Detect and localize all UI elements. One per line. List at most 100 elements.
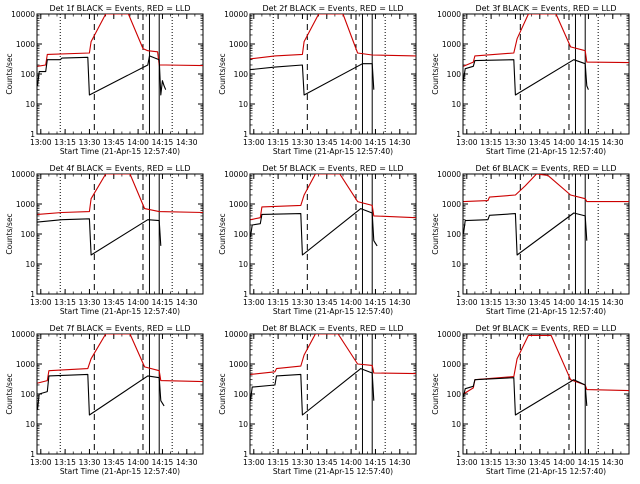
x-tick-label: 14:30	[176, 138, 198, 147]
x-tick-label: 14:30	[176, 458, 198, 467]
x-tick-label: 14:00	[553, 298, 575, 307]
y-tick-label: 1	[30, 450, 35, 459]
detector-panel-9: 1 10 100 1000 10000 13:00 13:15 13:30 13:45 14:00…	[431, 324, 630, 476]
x-tick-label: 13:00	[30, 138, 52, 147]
x-tick-label: 13:45	[529, 138, 551, 147]
x-tick-label: 14:00	[553, 458, 575, 467]
x-tick-label: 13:00	[456, 298, 478, 307]
detector-panel-8: 1 10 100 1000 10000 13:00 13:15 13:30 13:45 14:00…	[218, 324, 417, 476]
y-tick-label: 100	[447, 70, 462, 79]
x-tick-label: 14:15	[365, 458, 387, 467]
x-tick-label: 14:00	[340, 458, 362, 467]
y-tick-label: 10000	[437, 330, 461, 339]
events-series-line	[37, 55, 167, 96]
x-tick-label: 13:30	[505, 138, 527, 147]
y-tick-label: 1000	[229, 40, 248, 49]
x-tick-label: 13:45	[103, 458, 125, 467]
y-axis-title: Counts/sec	[431, 213, 440, 254]
x-tick-label: 14:15	[365, 138, 387, 147]
y-tick-label: 1	[243, 450, 248, 459]
x-tick-label: 13:00	[243, 138, 265, 147]
x-tick-label: 14:15	[152, 298, 174, 307]
y-tick-label: 1	[30, 130, 35, 139]
events-series-line	[463, 59, 589, 96]
x-tick-label: 13:15	[480, 138, 502, 147]
x-tick-label: 13:00	[30, 298, 52, 307]
panel-title: Det 9f BLACK = Events, RED = LLD	[475, 324, 616, 333]
x-tick-label: 14:30	[389, 298, 411, 307]
panel-title: Det 1f BLACK = Events, RED = LLD	[49, 4, 190, 13]
y-tick-label: 100	[234, 70, 249, 79]
x-tick-label: 14:00	[127, 138, 149, 147]
y-axis-title: Counts/sec	[431, 53, 440, 94]
lld-series-line	[250, 334, 416, 375]
plot-frame	[36, 13, 204, 135]
x-tick-label: 13:15	[54, 298, 76, 307]
y-tick-label: 10000	[224, 10, 248, 19]
y-tick-label: 10000	[437, 10, 461, 19]
plot-frame	[462, 333, 630, 455]
y-tick-label: 1	[243, 290, 248, 299]
y-tick-label: 10000	[11, 10, 35, 19]
panel-title: Det 3f BLACK = Events, RED = LLD	[475, 4, 616, 13]
x-tick-label: 13:15	[267, 298, 289, 307]
detector-panel-4: 1 10 100 1000 10000 13:00 13:15 13:30 13:45 14:00…	[5, 164, 204, 316]
x-tick-label: 14:15	[578, 458, 600, 467]
x-tick-label: 14:30	[602, 458, 624, 467]
x-tick-label: 13:15	[480, 458, 502, 467]
y-tick-label: 1000	[229, 360, 248, 369]
panel-title: Det 2f BLACK = Events, RED = LLD	[262, 4, 403, 13]
x-axis-title: Start Time (21-Apr-15 12:57:40)	[486, 467, 606, 476]
y-tick-label: 100	[234, 390, 249, 399]
x-tick-label: 13:30	[505, 298, 527, 307]
y-tick-label: 100	[21, 70, 36, 79]
y-axis-title: Counts/sec	[218, 213, 227, 254]
events-series-line	[250, 63, 375, 96]
x-tick-label: 13:00	[30, 458, 52, 467]
x-tick-label: 13:45	[316, 138, 338, 147]
x-axis-title: Start Time (21-Apr-15 12:57:40)	[60, 307, 180, 316]
x-tick-label: 13:45	[316, 298, 338, 307]
events-series-line	[37, 373, 165, 416]
events-series-line	[463, 212, 588, 256]
events-series-line	[37, 218, 162, 256]
y-tick-label: 100	[234, 230, 249, 239]
y-tick-label: 10000	[437, 170, 461, 179]
x-tick-label: 13:30	[505, 458, 527, 467]
x-tick-label: 13:00	[243, 458, 265, 467]
lld-series-line	[250, 14, 416, 60]
x-tick-label: 14:00	[127, 458, 149, 467]
y-axis-title: Counts/sec	[5, 53, 14, 94]
lld-series-line	[250, 174, 416, 221]
panel-title: Det 4f BLACK = Events, RED = LLD	[49, 164, 190, 173]
detector-panel-6: 1 10 100 1000 10000 13:00 13:15 13:30 13:45 14:00…	[431, 164, 630, 316]
x-axis-title: Start Time (21-Apr-15 12:57:40)	[273, 307, 393, 316]
detector-panel-3: 1 10 100 1000 10000 13:00 13:15 13:30 13:45 14:00…	[431, 4, 630, 156]
y-tick-label: 100	[447, 230, 462, 239]
y-tick-label: 10	[238, 260, 248, 269]
y-tick-label: 10	[25, 420, 35, 429]
events-series-line	[463, 377, 588, 416]
x-tick-label: 13:30	[292, 298, 314, 307]
x-tick-label: 14:00	[340, 298, 362, 307]
x-tick-label: 13:15	[54, 458, 76, 467]
y-axis-title: Counts/sec	[218, 53, 227, 94]
x-tick-label: 14:30	[389, 138, 411, 147]
y-tick-label: 1	[456, 290, 461, 299]
x-tick-label: 13:30	[79, 298, 101, 307]
x-axis-title: Start Time (21-Apr-15 12:57:40)	[273, 147, 393, 156]
y-tick-label: 10	[451, 100, 461, 109]
y-tick-label: 10	[238, 100, 248, 109]
x-tick-label: 13:45	[103, 298, 125, 307]
x-tick-label: 14:00	[340, 138, 362, 147]
x-tick-label: 13:15	[54, 138, 76, 147]
x-tick-label: 13:15	[267, 138, 289, 147]
y-axis-title: Counts/sec	[431, 373, 440, 414]
y-tick-label: 10000	[224, 170, 248, 179]
y-tick-label: 10000	[11, 170, 35, 179]
x-axis-title: Start Time (21-Apr-15 12:57:40)	[60, 467, 180, 476]
y-tick-label: 1000	[442, 200, 461, 209]
y-axis-title: Counts/sec	[5, 213, 14, 254]
